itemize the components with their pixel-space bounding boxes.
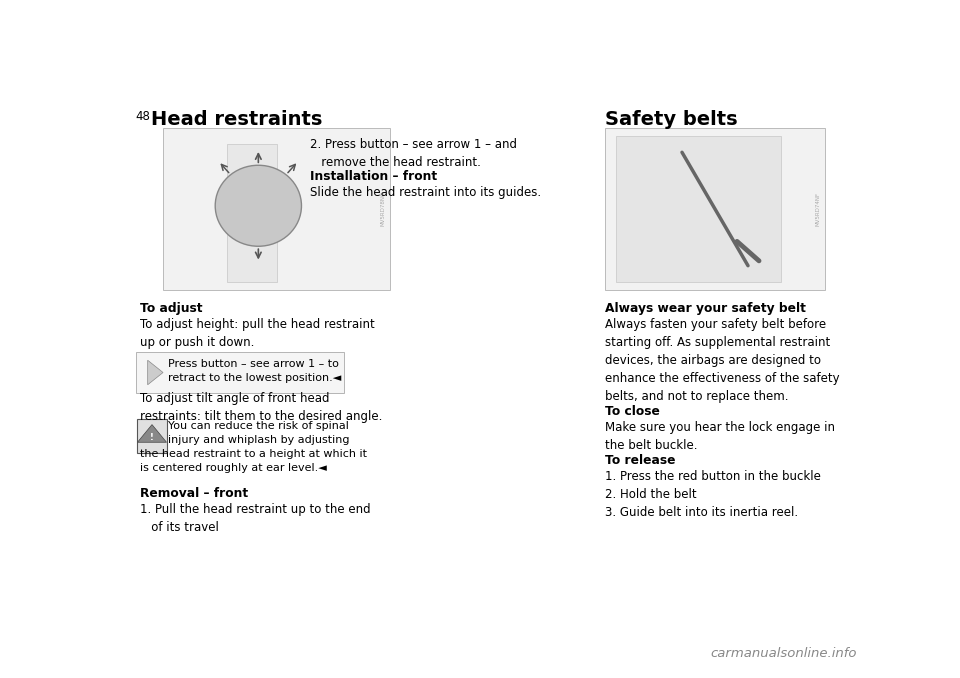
Text: carmanualsonline.info: carmanualsonline.info <box>710 647 856 660</box>
FancyBboxPatch shape <box>616 136 781 282</box>
Text: 2. Press button – see arrow 1 – and
   remove the head restraint.: 2. Press button – see arrow 1 – and remo… <box>310 138 517 169</box>
Text: Slide the head restraint into its guides.: Slide the head restraint into its guides… <box>310 186 541 199</box>
Text: To close: To close <box>605 405 660 418</box>
Text: Press button – see arrow 1 – to
retract to the lowest position.◄: Press button – see arrow 1 – to retract … <box>168 359 341 383</box>
Text: Removal – front: Removal – front <box>140 487 248 500</box>
Text: 1. Pull the head restraint up to the end
   of its travel: 1. Pull the head restraint up to the end… <box>140 503 371 534</box>
Polygon shape <box>137 424 166 442</box>
Text: Make sure you hear the lock engage in
the belt buckle.: Make sure you hear the lock engage in th… <box>605 421 835 452</box>
Text: !: ! <box>150 433 154 441</box>
Text: 1. Press the red button in the buckle
2. Hold the belt
3. Guide belt into its in: 1. Press the red button in the buckle 2.… <box>605 470 821 519</box>
FancyBboxPatch shape <box>137 419 167 453</box>
Text: Installation – front: Installation – front <box>310 170 437 183</box>
Text: To adjust: To adjust <box>140 302 203 315</box>
Text: MV5RD78NC: MV5RD78NC <box>380 192 385 226</box>
Text: MV5RD74NF: MV5RD74NF <box>815 192 820 226</box>
FancyBboxPatch shape <box>605 128 825 290</box>
Text: Safety belts: Safety belts <box>605 110 737 129</box>
Text: Always fasten your safety belt before
starting off. As supplemental restraint
de: Always fasten your safety belt before st… <box>605 318 840 403</box>
Polygon shape <box>148 360 163 384</box>
Text: To release: To release <box>605 454 676 467</box>
Text: You can reduce the risk of spinal
injury and whiplash by adjusting: You can reduce the risk of spinal injury… <box>168 421 349 445</box>
Text: To adjust height: pull the head restraint
up or push it down.: To adjust height: pull the head restrain… <box>140 318 374 349</box>
Text: To adjust tilt angle of front head
restraints: tilt them to the desired angle.: To adjust tilt angle of front head restr… <box>140 392 382 423</box>
Text: the head restraint to a height at which it
is centered roughly at ear level.◄: the head restraint to a height at which … <box>140 449 367 473</box>
Text: Head restraints: Head restraints <box>151 110 323 129</box>
FancyBboxPatch shape <box>163 128 390 290</box>
FancyBboxPatch shape <box>227 144 276 282</box>
Ellipse shape <box>215 165 301 246</box>
FancyBboxPatch shape <box>136 353 344 393</box>
Text: Always wear your safety belt: Always wear your safety belt <box>605 302 805 315</box>
Text: 48: 48 <box>135 110 150 123</box>
